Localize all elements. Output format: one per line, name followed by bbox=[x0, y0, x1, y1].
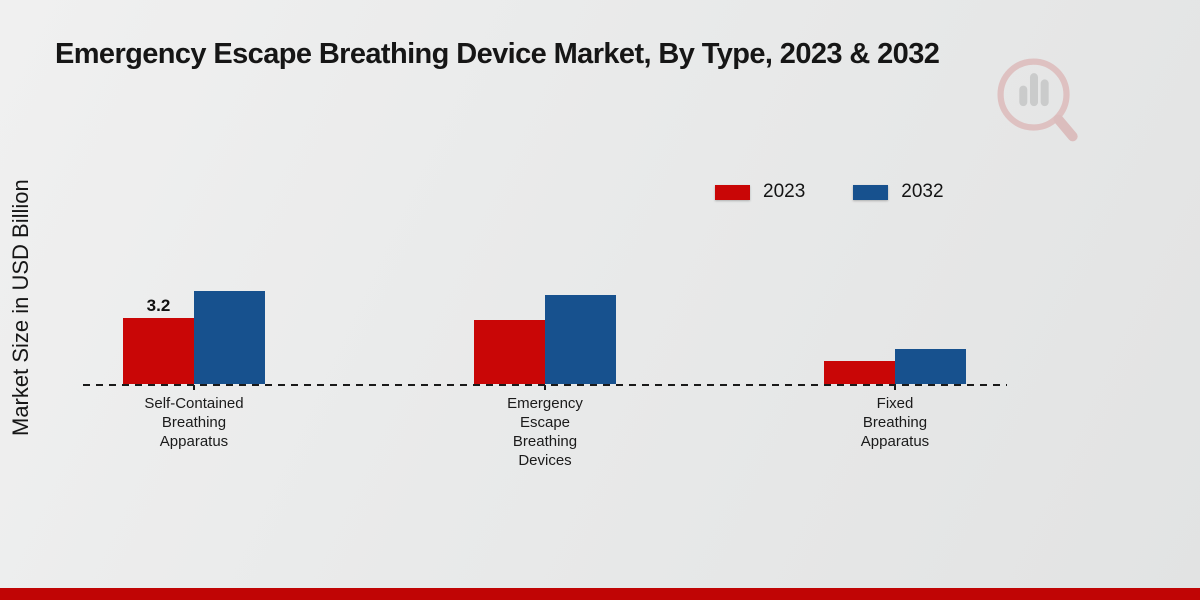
category-label-1: Self-Contained Breathing Apparatus bbox=[144, 395, 244, 450]
legend-item-2023: 2023 bbox=[715, 181, 805, 203]
magnifier-bar-chart-watermark-icon bbox=[997, 58, 1078, 142]
footer-accent-band bbox=[0, 588, 1200, 600]
legend-label-2032: 2032 bbox=[901, 181, 944, 202]
bar-2023-group-2 bbox=[474, 320, 545, 384]
legend-item-2032: 2032 bbox=[853, 181, 944, 203]
bar-2032-group-1 bbox=[194, 291, 265, 384]
bar-2032-group-2 bbox=[545, 295, 616, 384]
chart-title: Emergency Escape Breathing Device Market… bbox=[55, 38, 940, 70]
bar-value-label-2023-group-1: 3.2 bbox=[146, 296, 171, 315]
x-axis-tick-3 bbox=[894, 385, 896, 390]
legend: 2023 2032 bbox=[715, 181, 944, 203]
bar-2023-group-3 bbox=[824, 361, 895, 384]
x-axis-tick-1 bbox=[193, 385, 195, 390]
category-label-3: Fixed Breathing Apparatus bbox=[860, 395, 930, 450]
x-axis-tick-2 bbox=[544, 385, 546, 390]
category-label-2: Emergency Escape Breathing Devices bbox=[507, 395, 583, 469]
legend-swatch-2023 bbox=[715, 184, 750, 200]
legend-swatch-2032 bbox=[853, 184, 889, 200]
legend-label-2023: 2023 bbox=[763, 181, 806, 202]
bar-2023-group-1 bbox=[123, 318, 194, 384]
bar-2032-group-3 bbox=[895, 349, 966, 384]
